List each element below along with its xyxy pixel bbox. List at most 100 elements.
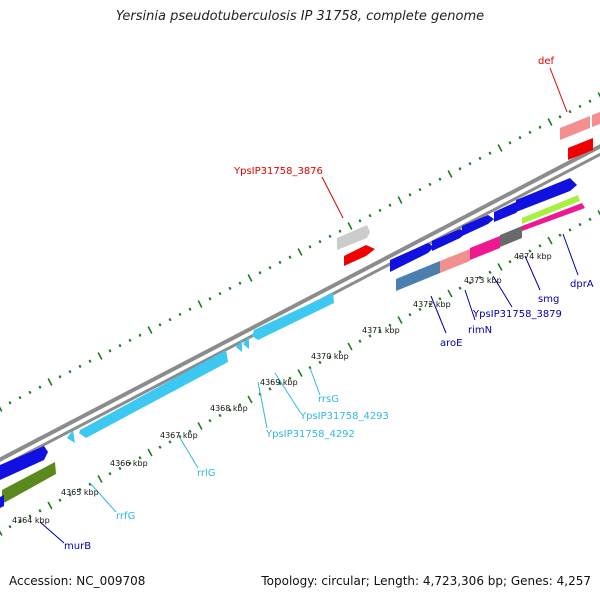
minor-tick bbox=[28, 514, 32, 518]
minor-tick bbox=[168, 317, 172, 322]
minor-tick bbox=[428, 182, 432, 187]
gene-magenta-2[interactable] bbox=[522, 203, 585, 231]
gene-blue-1[interactable] bbox=[390, 243, 434, 272]
gene-def-upper[interactable] bbox=[560, 116, 590, 140]
gene-steel[interactable] bbox=[396, 261, 440, 291]
scale-label: 4367 kbp bbox=[160, 431, 198, 440]
major-tick bbox=[447, 170, 453, 178]
minor-tick bbox=[138, 456, 142, 460]
major-tick bbox=[0, 406, 3, 412]
major-tick bbox=[97, 352, 103, 360]
gene-murB-blue[interactable] bbox=[0, 446, 48, 480]
minor-tick bbox=[288, 255, 292, 259]
gene-blue-2[interactable] bbox=[432, 229, 466, 251]
major-tick bbox=[147, 326, 153, 334]
minor-tick bbox=[508, 259, 512, 264]
minor-tick bbox=[268, 265, 272, 270]
minor-tick bbox=[268, 387, 272, 391]
minor-tick bbox=[158, 323, 162, 327]
minor-tick bbox=[58, 498, 62, 502]
genome-title: Yersinia pseudotuberculosis IP 31758, co… bbox=[115, 9, 485, 24]
minor-tick bbox=[158, 445, 162, 449]
gene-label: YpsIP31758_4292 bbox=[265, 429, 355, 440]
gene-features[interactable] bbox=[0, 112, 600, 508]
gene-3876-grey[interactable] bbox=[337, 225, 370, 250]
major-tick bbox=[247, 274, 253, 282]
gene-murB-olive[interactable] bbox=[2, 462, 56, 504]
minor-tick bbox=[228, 286, 232, 291]
minor-tick bbox=[438, 177, 442, 181]
minor-tick bbox=[358, 219, 362, 223]
rrna-small-2[interactable] bbox=[243, 337, 249, 349]
major-tick bbox=[447, 289, 453, 298]
minor-tick bbox=[188, 307, 192, 311]
major-tick bbox=[347, 222, 353, 230]
gene-grey[interactable] bbox=[500, 226, 522, 247]
minor-tick bbox=[518, 254, 522, 259]
minor-tick bbox=[588, 217, 592, 222]
minor-tick bbox=[178, 312, 182, 317]
minor-tick bbox=[508, 141, 512, 145]
rrna-long[interactable] bbox=[79, 350, 228, 438]
scale-label: 4370 kbp bbox=[311, 352, 349, 361]
minor-tick bbox=[258, 271, 262, 275]
gene-label: def bbox=[538, 56, 555, 67]
gene-def-red[interactable] bbox=[568, 138, 593, 160]
minor-tick bbox=[378, 328, 382, 333]
scale-labels: 4364 kbp 4365 kbp 4366 kbp 4367 kbp 4368… bbox=[12, 252, 552, 525]
minor-tick bbox=[218, 291, 222, 296]
gene-label: murB bbox=[64, 541, 91, 552]
gene-pink[interactable] bbox=[440, 249, 470, 273]
minor-tick bbox=[58, 375, 62, 379]
minor-tick bbox=[218, 413, 222, 418]
gene-blue-4[interactable] bbox=[494, 202, 520, 222]
rrna-upper-right[interactable] bbox=[252, 293, 334, 340]
gene-label: dprA bbox=[570, 279, 594, 290]
minor-tick bbox=[388, 323, 392, 328]
gene-upper-right[interactable] bbox=[592, 112, 600, 127]
minor-tick bbox=[338, 229, 342, 233]
minor-tick bbox=[368, 213, 372, 218]
minor-tick bbox=[188, 429, 192, 434]
minor-tick bbox=[418, 307, 422, 312]
rrna-small-3[interactable] bbox=[67, 430, 75, 443]
minor-tick bbox=[278, 381, 282, 386]
gene-blue-3[interactable] bbox=[462, 215, 494, 236]
minor-tick bbox=[168, 440, 172, 444]
gene-label: smg bbox=[538, 294, 559, 305]
minor-tick bbox=[558, 233, 562, 237]
minor-tick bbox=[78, 487, 82, 492]
scale-label: 4372 kbp bbox=[413, 300, 451, 309]
minor-tick bbox=[88, 482, 92, 487]
rrna-small-1[interactable] bbox=[236, 340, 242, 352]
minor-tick bbox=[278, 260, 282, 265]
gene-label: YpsIP31758_3879 bbox=[472, 309, 562, 320]
gene-label: YpsIP31758_4293 bbox=[299, 411, 389, 422]
major-tick bbox=[97, 475, 103, 483]
minor-tick bbox=[408, 312, 412, 317]
minor-tick bbox=[178, 434, 182, 439]
minor-tick bbox=[558, 115, 562, 119]
major-tick bbox=[397, 196, 403, 204]
gene-magenta[interactable] bbox=[470, 236, 500, 260]
scale-label: 4364 kbp bbox=[12, 516, 50, 525]
scale-label: 4366 kbp bbox=[110, 459, 148, 468]
minor-tick bbox=[478, 156, 482, 161]
minor-tick bbox=[108, 471, 112, 476]
major-tick bbox=[297, 248, 303, 256]
minor-tick bbox=[68, 493, 72, 497]
gene-label: rrfG bbox=[116, 511, 135, 522]
gene-murB-edge[interactable] bbox=[0, 495, 4, 508]
major-tick bbox=[597, 210, 600, 216]
major-tick bbox=[197, 422, 203, 430]
minor-tick bbox=[28, 390, 32, 395]
gene-labels: def YpsIP31758_3876 aroE rimN YpsIP31758… bbox=[64, 56, 594, 552]
gene-lime[interactable] bbox=[522, 195, 580, 224]
minor-tick bbox=[388, 203, 392, 207]
minor-tick bbox=[328, 355, 332, 359]
scale-label: 4365 kbp bbox=[61, 488, 99, 497]
minor-tick bbox=[8, 524, 12, 529]
gene-3876-red[interactable] bbox=[344, 245, 375, 266]
gene-blue-5[interactable] bbox=[516, 178, 577, 212]
